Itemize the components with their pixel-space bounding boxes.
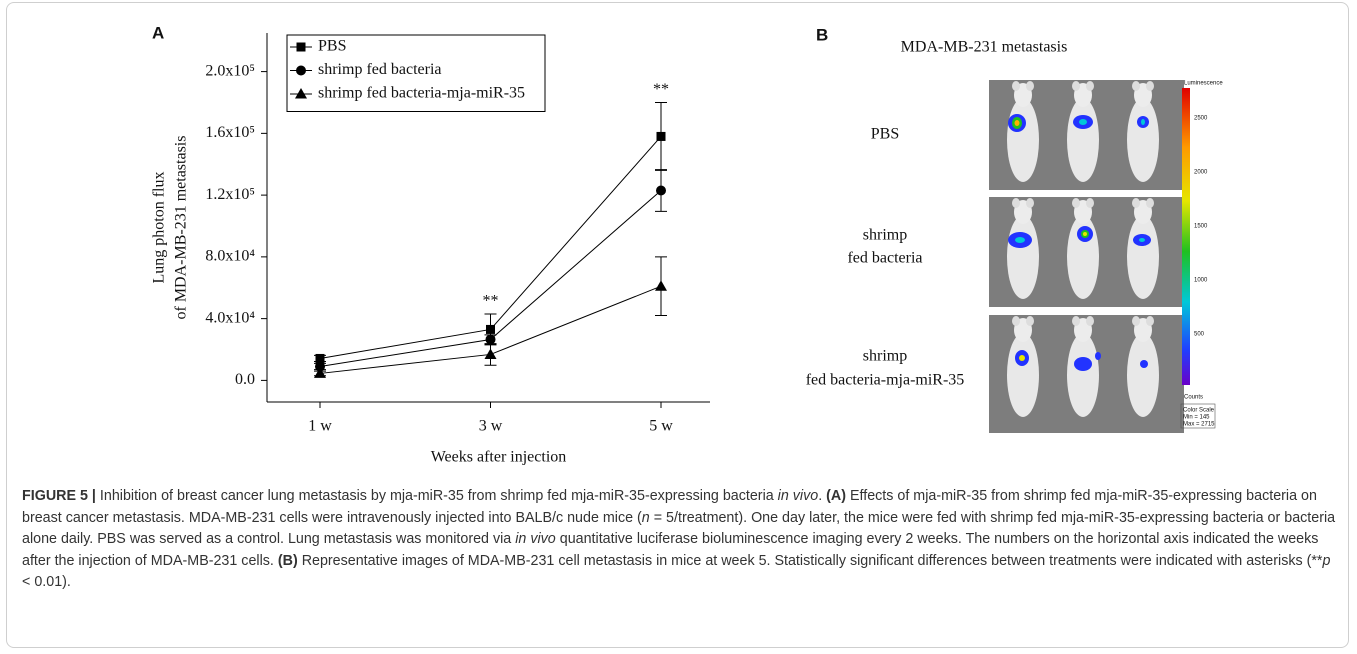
x-axis-label: Weeks after injection (431, 449, 567, 466)
panel-title: MDA-MB-231 metastasis (901, 39, 1068, 56)
colorbar-tick: 1000 (1194, 278, 1208, 284)
data-point (485, 334, 496, 345)
caption-run: < 0.01). (22, 574, 71, 590)
data-point (314, 367, 326, 378)
legend-marker (296, 65, 306, 76)
legend-label: shrimp fed bacteria (318, 61, 442, 78)
colorbar-unit: Counts (1184, 395, 1203, 401)
caption-run: . (818, 488, 827, 504)
caption: FIGURE 5 | Inhibition of breast cancer l… (22, 486, 1340, 594)
caption-run: p (1322, 552, 1331, 569)
data-point (484, 348, 497, 359)
y-tick-label: 2.0x10⁵ (205, 62, 255, 79)
row-label: shrimp (863, 348, 907, 365)
legend-marker (296, 42, 306, 52)
colorbar-scale: Max = 2715 (1183, 422, 1215, 428)
y-axis-label: Lung photon flux (151, 172, 168, 284)
caption-run: = 5/treatment). One day later, the mice … (22, 509, 1336, 548)
row-label: shrimp (863, 227, 907, 244)
annotation: ** (483, 293, 499, 310)
x-tick-label: 3 w (479, 418, 503, 435)
x-tick-label: 5 w (649, 418, 673, 435)
legend-box (286, 34, 546, 112)
colorbar-tick: 2500 (1194, 116, 1208, 122)
y-tick-label: 8.0x10⁴ (205, 248, 255, 265)
data-point (655, 280, 667, 291)
colorbar-tick: 1500 (1194, 224, 1208, 230)
caption-run: (A) (826, 488, 847, 504)
data-point (315, 361, 325, 372)
colorbar-scale: Color Scale (1183, 408, 1215, 414)
figure-frame (6, 2, 1349, 648)
row-label: PBS (871, 126, 899, 143)
colorbar-tick: 2000 (1194, 170, 1208, 176)
y-axis-label: of MDA-MB-231 metastasis (173, 136, 190, 320)
caption-run: n (641, 509, 650, 526)
caption-run: (B) (277, 552, 298, 569)
x-tick-label: 1 w (308, 418, 332, 435)
caption-run: Effects of mja-miR-35 from shrimp fed mj… (22, 488, 1317, 526)
data-point (315, 353, 325, 363)
legend-label: PBS (318, 38, 346, 55)
y-tick-label: 1.6x10⁵ (205, 124, 255, 141)
y-tick-label: 0.0 (235, 371, 255, 388)
row-label: fed bacteria (847, 250, 922, 267)
data-point (656, 185, 666, 196)
caption-run: in vivo (777, 488, 819, 504)
panel-b: B MDA-MB-231 metastasis PBS shrimp fed b… (806, 25, 1223, 433)
colorbar-tick: 500 (1194, 332, 1205, 338)
signal (1008, 114, 1151, 371)
row-label: fed bacteria-mja-miR-35 (806, 372, 965, 389)
panel-label: B (816, 25, 828, 44)
y-tick-label: 4.0x10⁴ (205, 309, 255, 326)
caption-run: Representative images of MDA-MB-231 cell… (297, 552, 1323, 569)
caption-run: FIGURE 5 | (22, 488, 96, 504)
y-tick-label: 1.2x10⁵ (205, 186, 255, 203)
annotation: ** (653, 81, 669, 98)
caption-run: in vivo (515, 531, 556, 547)
colorbar-title: Luminescence (1184, 81, 1223, 87)
caption-run: quantitative luciferase bioluminescence … (22, 531, 1319, 569)
colorbar (1182, 88, 1190, 385)
colorbar-scale: Min = 145 (1183, 415, 1210, 421)
data-point (486, 324, 495, 334)
figure: A B MDA-MB-231 metastasis PBS shrimp fed… (151, 23, 1224, 466)
data-point (656, 131, 666, 141)
caption-run: Inhibition of breast cancer lung metasta… (95, 488, 778, 504)
legend-marker (295, 88, 307, 99)
panel-label: A (152, 23, 164, 42)
legend-label: shrimp fed bacteria-mja-miR-35 (318, 85, 525, 102)
